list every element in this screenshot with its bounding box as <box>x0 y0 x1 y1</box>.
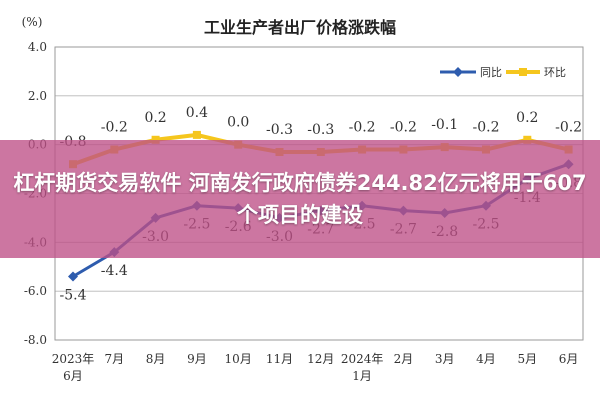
data-label-mom: -0.1 <box>431 117 458 133</box>
y-tick-label: -8.0 <box>24 333 47 347</box>
y-axis-unit: (%) <box>22 15 43 29</box>
data-label-mom: 0.4 <box>186 105 208 121</box>
x-tick-label: 12月 <box>307 352 334 366</box>
point-mom <box>151 135 160 144</box>
data-label-mom: -0.2 <box>390 120 417 136</box>
chart-title: 工业生产者出厂价格涨跌幅 <box>204 18 396 37</box>
x-tick-label: 3月 <box>435 352 455 366</box>
data-label-mom: -0.2 <box>555 120 582 136</box>
x-tick-label: 2月 <box>394 352 414 366</box>
y-tick-label: 2.0 <box>28 89 47 103</box>
y-tick-label: -6.0 <box>24 284 47 298</box>
x-tick-label: 2024年 1月 <box>341 352 384 383</box>
legend-marker-mom <box>519 68 527 76</box>
legend-marker-yoy <box>453 67 463 77</box>
data-label-mom: -0.2 <box>101 120 128 136</box>
legend-label-mom: 环比 <box>544 66 566 79</box>
x-tick-label: 8月 <box>146 352 166 366</box>
article-title-banner[interactable]: 杠杆期货交易软件 河南发行政府债券244.82亿元将用于607个项目的建设 <box>0 140 600 258</box>
x-tick-label: 4月 <box>476 352 496 366</box>
x-tick-label: 6月 <box>559 352 579 366</box>
data-label-mom: -0.3 <box>307 122 334 138</box>
x-tick-label: 9月 <box>187 352 207 366</box>
x-tick-label: 11月 <box>266 352 293 366</box>
data-label-mom: 0.0 <box>227 115 249 131</box>
x-tick-label: 2023年 6月 <box>52 352 95 383</box>
x-tick-label: 5月 <box>517 352 537 366</box>
legend-label-yoy: 同比 <box>480 66 502 79</box>
data-label-mom: 0.2 <box>516 110 538 126</box>
data-label-mom: -0.3 <box>266 122 293 138</box>
data-label-mom: -0.2 <box>349 120 376 136</box>
point-mom <box>192 130 201 139</box>
x-tick-label: 7月 <box>104 352 124 366</box>
point-mom <box>523 135 532 144</box>
x-tick-label: 10月 <box>225 352 252 366</box>
y-tick-label: 4.0 <box>28 40 47 54</box>
data-label-yoy: -5.4 <box>60 288 87 304</box>
data-label-mom: 0.2 <box>144 110 166 126</box>
data-label-yoy: -4.4 <box>101 263 128 279</box>
point-yoy <box>68 271 78 282</box>
legend: 同比 环比 <box>440 66 566 79</box>
article-title[interactable]: 杠杆期货交易软件 河南发行政府债券244.82亿元将用于607个项目的建设 <box>13 171 587 227</box>
data-label-mom: -0.2 <box>473 120 500 136</box>
